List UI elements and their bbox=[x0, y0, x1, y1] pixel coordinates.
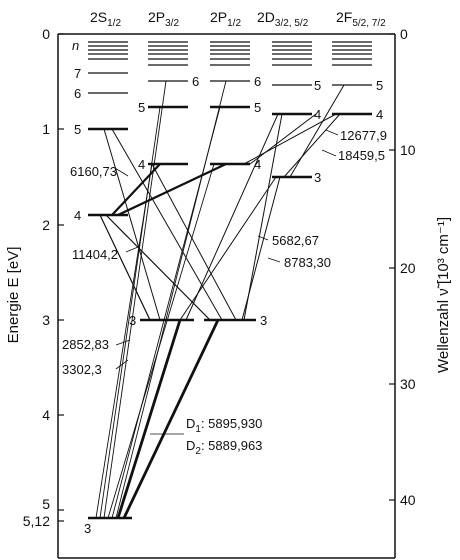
transition-d2 bbox=[116, 319, 182, 519]
left-tick-label: 3 bbox=[42, 312, 50, 328]
level-label-s-5: 5 bbox=[74, 122, 81, 137]
d2-label: D2: 5889,963 bbox=[186, 438, 262, 457]
transitions-p4-s bbox=[151, 163, 237, 321]
wavelength-label-2852: 2852,83 bbox=[62, 337, 109, 352]
level-label-s-7: 7 bbox=[74, 66, 81, 81]
level-label-p32-3: 3 bbox=[129, 313, 136, 328]
d1-label: D1: 5895,930 bbox=[186, 416, 262, 435]
left-tick-label-5-12: 5,12 bbox=[23, 513, 50, 529]
transitions-s4 bbox=[99, 163, 227, 321]
term-header-f: 2F5/2, 7/2 bbox=[336, 9, 386, 29]
term-header-s12: 2S1/2 bbox=[90, 9, 121, 29]
level-label-d-4: 4 bbox=[314, 107, 321, 122]
term-header-d: 2D3/2, 5/2 bbox=[257, 9, 309, 29]
right-tick-label: 30 bbox=[400, 376, 416, 392]
left-tick-label: 0 bbox=[42, 26, 50, 42]
level-label-p12-4: 4 bbox=[254, 157, 261, 172]
transitions-d-p3 bbox=[179, 113, 283, 321]
right-axis-title: Wellenzahl ν̃ [10³ cm⁻¹] bbox=[435, 217, 452, 373]
term-header-p32: 2P3/2 bbox=[148, 9, 179, 29]
level-label-p12-5: 5 bbox=[254, 100, 261, 115]
right-tick-label: 20 bbox=[400, 260, 416, 276]
wavelength-label-5682: 5682,67 bbox=[272, 233, 319, 248]
wavelength-label-12677: 12677,9 bbox=[340, 128, 387, 143]
left-ticks bbox=[58, 33, 64, 522]
left-tick-label: 4 bbox=[42, 407, 50, 423]
level-label-p12-3: 3 bbox=[260, 313, 267, 328]
left-axis-title: Energie E [eV] bbox=[5, 247, 22, 344]
level-label-s-4: 4 bbox=[74, 208, 81, 223]
level-label-n: n bbox=[72, 38, 79, 53]
left-tick-label: 2 bbox=[42, 217, 50, 233]
level-label-p32-6: 6 bbox=[192, 74, 199, 89]
level-label-d-3: 3 bbox=[314, 170, 321, 185]
right-tick-label: 10 bbox=[400, 142, 416, 158]
term-header-p12: 2P1/2 bbox=[210, 9, 241, 29]
right-tick-label: 0 bbox=[400, 26, 408, 42]
transitions-s5 bbox=[103, 128, 223, 321]
level-label-f-5: 5 bbox=[376, 78, 383, 93]
level-label-p12-6: 6 bbox=[254, 74, 261, 89]
transition-d1 bbox=[122, 319, 220, 519]
level-label-s-6: 6 bbox=[74, 86, 81, 101]
level-label-p32-4: 4 bbox=[138, 157, 145, 172]
right-ticks bbox=[389, 33, 395, 501]
high-n-levels bbox=[88, 41, 372, 66]
transitions-f bbox=[243, 84, 345, 178]
wavelength-label-3302: 3302,3 bbox=[62, 362, 102, 377]
wavelength-label-18459: 18459,5 bbox=[338, 148, 385, 163]
right-tick-label: 40 bbox=[400, 492, 416, 508]
wavelength-label-11404: 11404,2 bbox=[72, 247, 118, 262]
level-label-d-5: 5 bbox=[314, 78, 321, 93]
wavelength-label-6160: 6160,73 bbox=[70, 164, 117, 179]
label-leaders bbox=[114, 129, 339, 370]
left-tick-label: 1 bbox=[42, 121, 50, 137]
left-tick-label: 5 bbox=[42, 496, 50, 512]
level-label-p32-5: 5 bbox=[138, 100, 145, 115]
level-label-s-3: 3 bbox=[84, 521, 91, 536]
level-label-f-4: 4 bbox=[376, 107, 383, 122]
wavelength-label-8783: 8783,30 bbox=[284, 255, 331, 270]
